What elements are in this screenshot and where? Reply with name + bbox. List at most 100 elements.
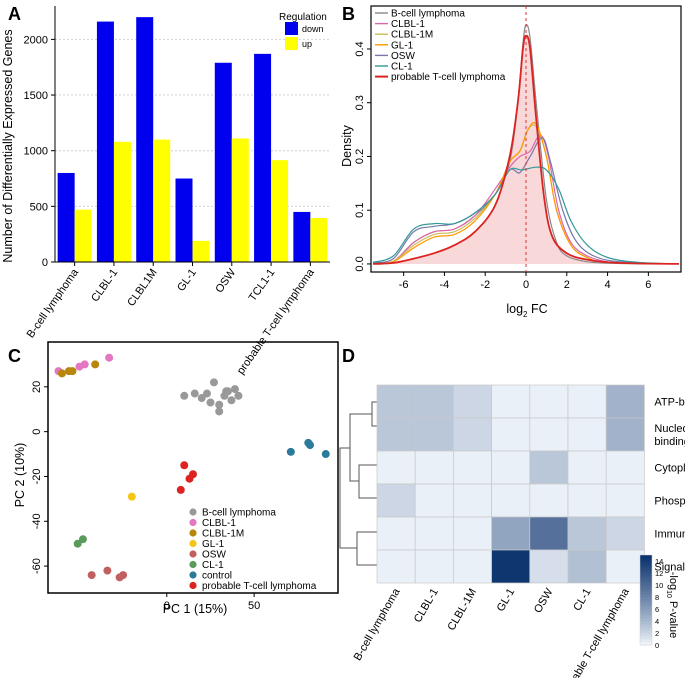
- point-clbl-1m: [91, 360, 100, 369]
- point-b-cell-lymphoma: [206, 398, 215, 407]
- bar-up-osw: [231, 138, 249, 262]
- heatmap-cell-immunity-clbl-1: [414, 516, 454, 551]
- legend-label-clbl-1m: CLBL-1M: [202, 529, 244, 540]
- x-tick-label-clbl1m: CLBL1M: [125, 267, 159, 309]
- point-b-cell-lymphoma: [223, 387, 232, 396]
- x-tick-label: -6: [399, 279, 409, 291]
- row-label-nucleotide-binding: binding: [654, 436, 685, 448]
- colorbar-segment: [640, 585, 652, 589]
- heatmap-cell-cytoplasm-osw: [529, 450, 569, 485]
- panel-b-y-axis-label: Density: [340, 124, 354, 166]
- colorbar-segment: [640, 642, 652, 646]
- point-clbl-1: [105, 353, 114, 362]
- x-tick-label: -4: [440, 279, 450, 291]
- column-label-probable-t-cell-lymphoma: probable T-cell lymphoma: [559, 586, 633, 678]
- bar-up-gl-1: [192, 240, 210, 262]
- bar-up-b-cell-lymphoma: [74, 209, 92, 262]
- colorbar-title: -log10 P-value: [665, 572, 679, 639]
- panel-b-legend: B-cell lymphomaCLBL-1CLBL-1MGL-1OSWCL-1p…: [375, 9, 506, 83]
- point-osw: [87, 571, 96, 580]
- colorbar-segment: [640, 615, 652, 619]
- panel-b-x-label-main: log: [506, 302, 523, 316]
- colorbar-segment: [640, 591, 652, 595]
- legend-label-gl-1: GL-1: [202, 539, 225, 550]
- point-clbl-1m: [68, 367, 77, 376]
- heatmap-cell-nucleotide-binding-osw: [529, 417, 569, 452]
- panel-d: D ATP-binding Nucleotide-binding Cytoplasm…: [339, 346, 685, 678]
- column-label-clbl-1: CLBL-1: [412, 587, 441, 625]
- dendrogram-branch-3: [349, 413, 372, 482]
- point-probable-t-cell-lymphoma: [180, 461, 189, 470]
- density-curve-osw: [372, 137, 680, 265]
- legend-dot-b-cell-lymphoma: [189, 508, 197, 516]
- heatmap-cell-nucleotide-binding-clbl-1: [414, 417, 454, 452]
- panel-d-cells: [376, 384, 645, 584]
- panel-c-legend: B-cell lymphomaCLBL-1CLBL-1MGL-1OSWCL-1c…: [189, 508, 317, 592]
- legend-dot-cl-1: [189, 560, 197, 569]
- heatmap-cell-cytoplasm-probable-t-cell-lymphoma: [605, 450, 645, 485]
- colorbar-segment: [640, 618, 652, 622]
- legend-label-osw: OSW: [202, 550, 226, 561]
- y-tick-label: 0: [31, 429, 43, 435]
- colorbar-segment: [640, 576, 652, 580]
- density-curve-gl-1: [372, 121, 680, 265]
- y-tick-label: 0: [42, 257, 48, 269]
- colorbar-segment: [640, 633, 652, 637]
- point-control: [286, 447, 295, 456]
- panel-c-frame: [47, 341, 339, 594]
- point-control: [306, 441, 315, 450]
- colorbar-segment: [640, 636, 652, 640]
- heatmap-cell-cytoplasm-cl-1: [567, 450, 607, 485]
- heatmap-cell-nucleotide-binding-probable-t-cell-lymphoma: [605, 417, 645, 452]
- panel-a-letter: A: [8, 4, 21, 24]
- panel-c-x-axis-label: PC 1 (15%): [163, 602, 228, 616]
- row-label-phosphoprotein: Phosphoprotein: [654, 496, 685, 508]
- legend-label-down: down: [302, 24, 324, 34]
- y-tick-label: 500: [30, 201, 48, 213]
- y-tick-label: -20: [31, 469, 43, 485]
- bar-down-clbl-1: [96, 21, 114, 262]
- legend-label-b-cell-lymphoma: B-cell lymphoma: [202, 508, 276, 519]
- heatmap-cell-signal-gl-1: [491, 549, 531, 584]
- point-b-cell-lymphoma: [180, 391, 189, 400]
- x-tick-label: 0: [164, 600, 170, 612]
- heatmap-cell-cytoplasm-b-cell-lymphoma: [376, 450, 416, 485]
- panel-b-x-axis-label: log2 FC: [506, 302, 547, 319]
- y-tick-label: 0.2: [354, 149, 366, 164]
- colorbar-segment: [640, 606, 652, 610]
- legend-label-cl-1: CL-1: [391, 62, 413, 73]
- legend-dot-clbl-1m: [189, 529, 197, 537]
- panel-b-axes: -6 -4 -2 0 2 4 6 0.0 0.1 0.2 0.3 0.4: [354, 41, 651, 291]
- heatmap-cell-phosphoprotein-cl-1: [567, 483, 607, 518]
- density-curve-cl-1: [372, 166, 680, 265]
- point-probable-t-cell-lymphoma: [185, 474, 194, 483]
- legend-label-probable-t-cell-lymphoma: probable T-cell lymphoma: [391, 72, 506, 83]
- column-label-gl-1: GL-1: [495, 587, 518, 614]
- colorbar-segment: [640, 600, 652, 604]
- legend-label-gl-1: GL-1: [391, 40, 414, 51]
- heatmap-cell-nucleotide-binding-clbl-1m: [453, 417, 492, 452]
- panel-a-legend-title: Regulation: [279, 12, 327, 23]
- x-tick-label: -2: [480, 279, 490, 291]
- heatmap-cell-atp-binding-probable-t-cell-lymphoma: [605, 384, 645, 419]
- legend-label-clbl-1: CLBL-1: [391, 19, 425, 30]
- heatmap-cell-immunity-probable-t-cell-lymphoma: [605, 516, 645, 551]
- heatmap-cell-phosphoprotein-clbl-1m: [453, 483, 492, 518]
- x-tick-label: 6: [645, 279, 651, 291]
- panel-b-x-label-sub: 2: [523, 310, 528, 319]
- colorbar-tick-label: 8: [655, 593, 659, 602]
- heatmap-cell-atp-binding-cl-1: [567, 384, 607, 419]
- colorbar-segment: [640, 624, 652, 628]
- heatmap-cell-immunity-osw: [529, 516, 569, 551]
- colorbar-segment: [640, 588, 652, 592]
- y-tick-label: 0.0: [354, 256, 366, 271]
- point-osw: [119, 571, 128, 580]
- density-curve-clbl-1: [372, 134, 680, 265]
- bar-down-gl-1: [175, 178, 193, 262]
- heatmap-cell-phosphoprotein-probable-t-cell-lymphoma: [605, 483, 645, 518]
- panel-d-row-labels: ATP-binding Nucleotide-binding Cytoplasm Ph…: [654, 397, 685, 574]
- colorbar-title-main: -log: [667, 572, 679, 590]
- column-label-clbl-1m: CLBL-1M: [445, 587, 479, 633]
- bar-down-tcl1-1: [254, 53, 272, 262]
